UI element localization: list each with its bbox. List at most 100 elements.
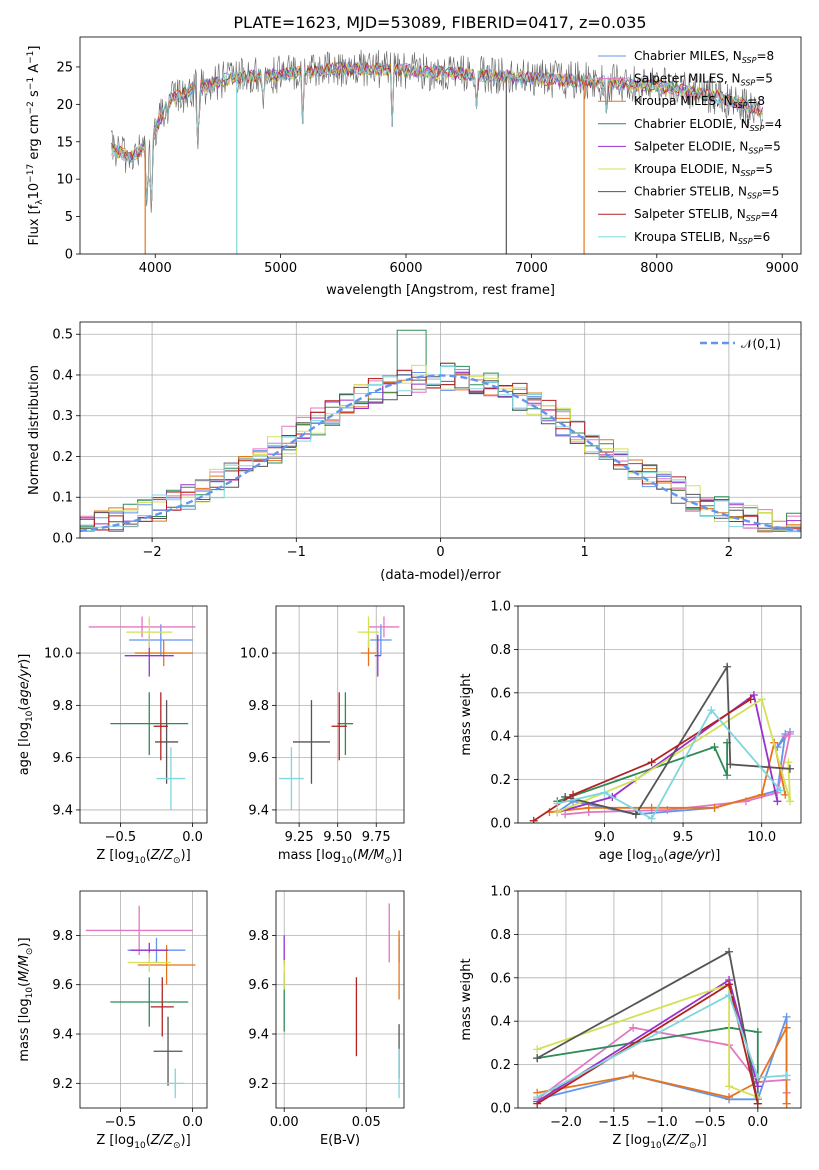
- errorbar-2: [134, 639, 193, 667]
- axes-weight-vs-Z: −2.0 −1.5 −1.0 −0.5 0.0 0.0 0.2 0.4 0.6 0.8 1.0 Z […: [459, 885, 802, 1151]
- weight-marker-1: [561, 810, 570, 819]
- plot-area-mass-vs-ebv: [283, 903, 400, 1099]
- legend-entry: 𝒩(0,1): [741, 337, 781, 351]
- weight-marker-2: [584, 803, 593, 812]
- errorbar-7: [331, 692, 347, 761]
- legend-entry: Chabrier MILES, NSSP=8: [634, 49, 774, 65]
- legend-entry: Kroupa MILES, NSSP=8: [634, 94, 765, 110]
- weight-marker-5: [553, 808, 562, 817]
- x-tick-label: 9.5: [673, 830, 694, 845]
- axes-age-vs-mass: 9.25 9.50 9.75 9.4 9.6 9.8 10.0 mass [log10(M/M…: [240, 605, 405, 866]
- y-axis-label: mass weight: [459, 673, 474, 755]
- axes-frame: [79, 321, 802, 539]
- x-tick-label: −2: [143, 545, 162, 560]
- errorbar-1: [368, 616, 400, 638]
- y-tick-label: 9.6: [52, 751, 73, 766]
- y-tick-label: 15: [56, 135, 73, 150]
- axes-frame: [517, 890, 802, 1109]
- y-tick-label: 9.4: [52, 1028, 73, 1043]
- x-tick-label: 4000: [139, 261, 172, 276]
- weight-marker-0: [782, 1012, 791, 1021]
- weight-marker-5: [757, 695, 766, 704]
- weight-marker-2: [629, 1071, 638, 1080]
- errorbar-1: [88, 616, 196, 638]
- x-axis-label: wavelength [Angstrom, rest frame]: [326, 283, 555, 298]
- weight-marker-2: [782, 1023, 791, 1032]
- plot-area-spectrum: [110, 49, 764, 254]
- ticks-weight-vs-age: 9.0 9.5 10.0 0.0 0.2 0.4 0.6 0.8 1.0: [490, 600, 776, 846]
- weight-line-4: [557, 693, 779, 813]
- plot-area-age-vs-Z: [88, 616, 196, 810]
- weight-marker-1: [781, 732, 790, 741]
- weight-marker-8: [782, 1071, 791, 1080]
- plot-area-age-vs-mass: [279, 616, 400, 810]
- errorbar-3: [337, 692, 354, 756]
- y-tick-label: 0.1: [52, 491, 73, 506]
- weight-marker-5: [784, 758, 793, 767]
- x-tick-label: 9.50: [323, 830, 352, 845]
- errorbar-6: [155, 700, 179, 784]
- histogram-step-7: [80, 369, 801, 533]
- weight-marker-6: [631, 810, 640, 819]
- weight-marker-4: [749, 690, 758, 699]
- legend-entry: Salpeter ELODIE, NSSP=5: [634, 139, 781, 155]
- y-tick-label: 9.2: [52, 1077, 73, 1092]
- legend-entry: Salpeter STELIB, NSSP=4: [634, 207, 778, 223]
- axes-frame: [275, 890, 405, 1109]
- weight-marker-2: [647, 803, 656, 812]
- figure-title: PLATE=1623, MJD=53089, FIBERID=0417, z=0…: [233, 13, 646, 32]
- y-tick-label: 9.4: [248, 803, 269, 818]
- weight-marker-8: [776, 786, 785, 795]
- ticks-spectrum: 4000 5000 6000 7000 8000 9000 0 5 10 15 20 25: [56, 60, 798, 276]
- y-axis-label: age [log10(age/yr)]: [17, 654, 35, 776]
- weight-marker-7: [647, 758, 656, 767]
- errorbar-5: [126, 616, 173, 648]
- x-tick-label: 5000: [264, 261, 297, 276]
- x-axis-label: age [log10(age/yr)]: [599, 848, 721, 866]
- plots-layer: 4000 5000 6000 7000 8000 90000510152025wavele…: [17, 36, 802, 1151]
- x-tick-label: 7000: [515, 261, 548, 276]
- y-tick-label: 0: [65, 248, 73, 263]
- y-tick-label: 0.4: [490, 1015, 511, 1030]
- weight-marker-8: [647, 814, 656, 823]
- weight-marker-8: [553, 799, 562, 808]
- weight-marker-1: [785, 730, 794, 739]
- weight-line-3: [557, 742, 728, 803]
- weight-marker-7: [753, 1099, 762, 1108]
- x-tick-label: 9.0: [594, 830, 615, 845]
- y-tick-label: 1.0: [490, 600, 511, 615]
- weight-marker-3: [723, 771, 732, 780]
- ticks-weight-vs-Z: −2.0 −1.5 −1.0 −0.5 0.0 0.0 0.2 0.4 0.6 0.8 1.0: [490, 885, 768, 1131]
- weight-marker-2: [757, 790, 766, 799]
- ticks-age-vs-Z: −0.5 0.0 9.4 9.6 9.8 10.0: [44, 647, 203, 845]
- legend-entry: Kroupa STELIB, NSSP=6: [634, 230, 770, 246]
- weight-line-7: [533, 698, 752, 822]
- errorbar-3: [110, 977, 189, 1027]
- errorbar-0: [370, 624, 392, 656]
- weight-marker-8: [707, 706, 716, 715]
- weight-marker-7: [725, 980, 734, 989]
- weight-marker-5: [785, 797, 794, 806]
- weight-line-6: [564, 663, 791, 816]
- ticks-age-vs-mass: 9.25 9.50 9.75 9.4 9.6 9.8 10.0: [240, 647, 391, 845]
- errorbar-5: [127, 952, 171, 973]
- y-tick-label: 0.6: [490, 686, 511, 701]
- weight-marker-5: [533, 1045, 542, 1054]
- x-axis-label: (data-model)/error: [380, 568, 501, 583]
- y-tick-label: 20: [56, 98, 73, 113]
- y-tick-label: 10: [56, 173, 73, 188]
- weight-marker-2: [725, 1093, 734, 1102]
- y-tick-label: 9.2: [248, 1077, 269, 1092]
- weight-marker-3: [753, 1028, 762, 1037]
- weight-marker-6: [725, 947, 734, 956]
- plot-area-residual-histogram: [80, 329, 801, 533]
- x-axis-label: Z [log10(Z/Z⊙)]: [96, 848, 190, 866]
- errorbar-7: [153, 692, 169, 761]
- axes-residual-histogram: −2 −1 0 1 2 0.0 0.1 0.2 0.3 0.4 0.5 𝒩(0,1) (data-mod…: [27, 321, 802, 583]
- x-tick-label: −1: [287, 545, 306, 560]
- x-tick-label: 0.00: [270, 1115, 299, 1130]
- y-axis-label: Flux [fλ10−17 erg cm−2 s−1 A−1]: [26, 46, 45, 246]
- errorbar-6: [153, 1016, 183, 1086]
- axes-frame: [517, 605, 802, 824]
- errorbar-7: [150, 977, 174, 1037]
